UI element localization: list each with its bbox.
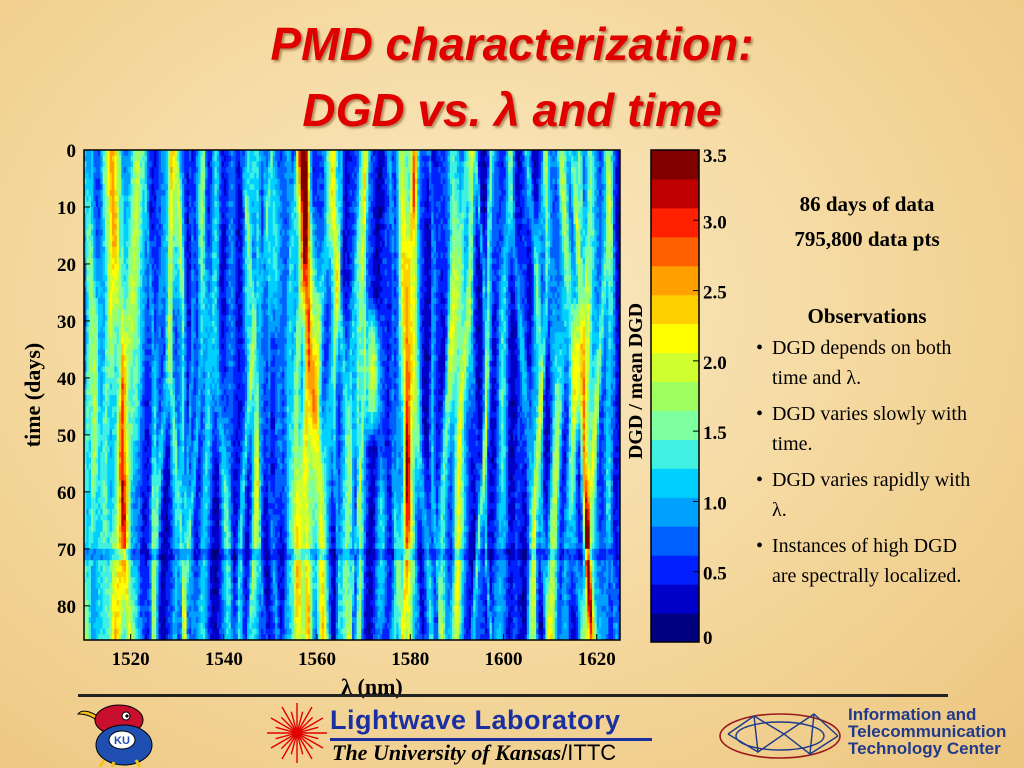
- y-tick-label: 40: [57, 369, 76, 390]
- y-tick-label: 70: [57, 540, 76, 561]
- x-tick-label: 1560: [298, 649, 336, 670]
- colorbar-tick-label: 2.0: [703, 353, 727, 374]
- colorbar: [651, 150, 699, 643]
- y-tick-label: 60: [57, 483, 76, 504]
- colorbar-swatch: [651, 526, 699, 555]
- colorbar-swatch: [651, 266, 699, 295]
- y-tick-label: 20: [57, 255, 76, 276]
- colorbar-tick-label: 0: [703, 628, 713, 649]
- x-tick-label: 1540: [205, 649, 243, 670]
- notes-panel: 86 days of data 795,800 data pts Observa…: [752, 192, 982, 597]
- colorbar-tick-label: 1.0: [703, 493, 727, 514]
- footer-divider: [78, 694, 948, 697]
- colorbar-swatch: [651, 237, 699, 266]
- observations-heading: Observations: [752, 304, 982, 329]
- observations-list: DGD depends on both time and λ. DGD vari…: [752, 333, 982, 591]
- colorbar-tick-label: 1.5: [703, 423, 727, 444]
- ittc-line-2: Telecommunication: [848, 723, 1006, 740]
- y-tick-label: 30: [57, 312, 76, 333]
- colorbar-swatch: [651, 382, 699, 411]
- ku-jayhawk-logo: KU: [74, 700, 164, 768]
- university-name: The University of Kansas/ITTC: [332, 740, 616, 766]
- lightwave-starburst-icon: [264, 700, 330, 766]
- y-tick-label: 10: [57, 198, 76, 219]
- colorbar-swatch: [651, 439, 699, 468]
- ku-badge-text: KU: [114, 735, 130, 747]
- observation-item: DGD varies rapidly with λ.: [752, 465, 982, 525]
- x-tick-label: 1520: [112, 649, 150, 670]
- colorbar-tick-label: 3.0: [703, 212, 727, 233]
- ittc-suffix: /ITTC: [561, 740, 616, 765]
- colorbar-tick-label: 0.5: [703, 564, 727, 585]
- colorbar-swatch: [651, 497, 699, 526]
- days-of-data: 86 days of data: [752, 192, 982, 217]
- ittc-line-3: Technology Center: [848, 740, 1006, 757]
- data-points-count: 795,800 data pts: [752, 227, 982, 252]
- colorbar-swatch: [651, 295, 699, 324]
- colorbar-swatch: [651, 584, 699, 613]
- colorbar-swatch: [651, 324, 699, 353]
- observation-item: DGD varies slowly with time.: [752, 399, 982, 459]
- colorbar-swatch: [651, 555, 699, 584]
- colorbar-swatch: [651, 179, 699, 208]
- heatmap-cells: [84, 150, 621, 641]
- colorbar-swatch: [651, 150, 699, 179]
- y-axis-label: time (days): [20, 343, 45, 447]
- colorbar-swatch: [651, 208, 699, 237]
- x-tick-label: 1580: [391, 649, 429, 670]
- colorbar-tick-label: 3.5: [703, 146, 727, 167]
- ittc-network-logo: [714, 704, 846, 764]
- ittc-line-1: Information and: [848, 706, 1006, 723]
- observation-item: Instances of high DGD are spectrally loc…: [752, 531, 982, 591]
- y-tick-label: 50: [57, 426, 76, 447]
- colorbar-label: DGD / mean DGD: [625, 303, 647, 459]
- x-tick-label: 1600: [484, 649, 522, 670]
- observation-item: DGD depends on both time and λ.: [752, 333, 982, 393]
- colorbar-tick-label: 2.5: [703, 283, 727, 304]
- ittc-center-name: Information and Telecommunication Techno…: [848, 706, 1006, 757]
- lightwave-lab-name: Lightwave Laboratory: [330, 705, 621, 736]
- colorbar-swatch: [651, 353, 699, 382]
- colorbar-swatch: [651, 613, 699, 642]
- university-text: The University of Kansas: [332, 740, 561, 765]
- x-tick-label: 1620: [578, 649, 616, 670]
- colorbar-swatch: [651, 468, 699, 497]
- y-tick-label: 0: [67, 141, 77, 162]
- colorbar-swatch: [651, 410, 699, 439]
- y-tick-label: 80: [57, 597, 76, 618]
